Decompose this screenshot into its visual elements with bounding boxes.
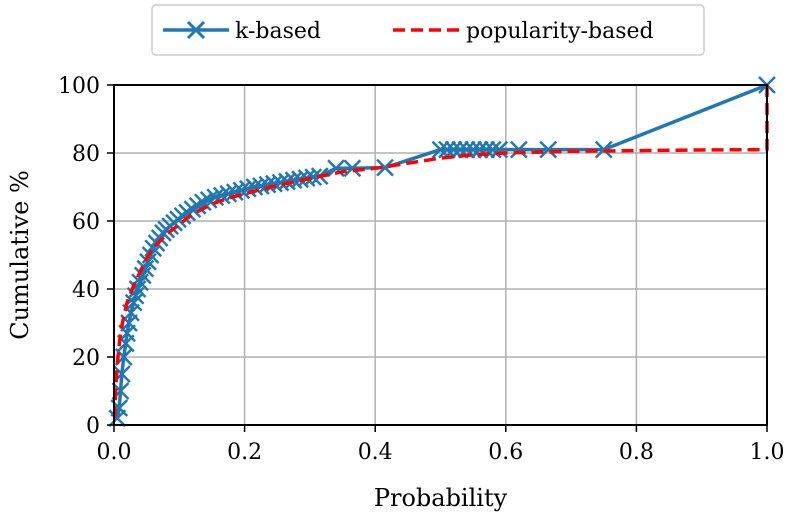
legend-popularity-label: popularity-based bbox=[466, 19, 654, 44]
plot-frame bbox=[113, 84, 768, 426]
marker-stroke bbox=[431, 140, 450, 159]
data-point-marker bbox=[193, 193, 212, 212]
data-point-marker bbox=[490, 140, 509, 159]
data-point-marker bbox=[225, 183, 244, 201]
data-point-marker bbox=[431, 140, 450, 159]
marker-stroke bbox=[206, 188, 225, 207]
data-point-marker bbox=[438, 140, 456, 159]
marker-stroke bbox=[304, 168, 323, 187]
marker-stroke bbox=[539, 140, 558, 159]
x-tick-label: 0.0 bbox=[97, 440, 132, 465]
marker-stroke bbox=[126, 286, 145, 305]
y-tick-label: 80 bbox=[72, 142, 100, 167]
data-point-marker bbox=[376, 158, 394, 177]
series-layer bbox=[108, 76, 776, 428]
data-point-marker bbox=[124, 293, 143, 312]
series-line bbox=[115, 83, 768, 419]
marker-stroke bbox=[238, 179, 257, 198]
y-tick-label: 0 bbox=[86, 414, 100, 439]
marker-stroke bbox=[470, 140, 489, 159]
data-point-marker bbox=[509, 140, 528, 159]
marker-stroke bbox=[438, 140, 456, 159]
data-point-marker bbox=[444, 140, 463, 159]
x-tick-label: 0.8 bbox=[619, 440, 654, 465]
legend-box bbox=[151, 4, 705, 56]
y-tick-label: 20 bbox=[72, 346, 100, 371]
series-popularity-based bbox=[112, 85, 769, 419]
ticks: 0.0 0.2 0.4 0.6 0.8 1.0 0 20 40 60 80 100 bbox=[58, 74, 785, 465]
marker-stroke bbox=[444, 140, 463, 159]
series-line bbox=[112, 85, 769, 419]
data-point-marker bbox=[183, 200, 202, 218]
marker-stroke bbox=[490, 140, 509, 159]
data-point-marker bbox=[343, 159, 362, 178]
y-tick-label: 100 bbox=[58, 74, 100, 99]
marker-stroke bbox=[327, 159, 345, 178]
marker-stroke bbox=[183, 200, 202, 218]
marker-stroke bbox=[451, 140, 469, 159]
data-point-marker bbox=[539, 140, 558, 159]
y-tick-label: 60 bbox=[72, 210, 100, 235]
y-tick-label: 40 bbox=[72, 278, 100, 303]
x-tick-label: 1.0 bbox=[750, 440, 785, 465]
marker-stroke bbox=[376, 158, 394, 177]
y-axis-label: Cumulative % bbox=[6, 170, 34, 340]
marker-stroke bbox=[193, 193, 212, 212]
marker-stroke bbox=[284, 171, 303, 190]
marker-stroke bbox=[343, 159, 362, 178]
x-axis-label: Probability bbox=[374, 484, 508, 512]
legend: k-based popularity-based bbox=[151, 4, 705, 56]
marker-stroke bbox=[122, 303, 140, 322]
marker-stroke bbox=[509, 140, 528, 159]
data-point-marker bbox=[304, 168, 323, 187]
data-point-marker bbox=[188, 196, 207, 215]
data-point-marker bbox=[178, 203, 197, 222]
legend-kbased-label: k-based bbox=[235, 19, 321, 44]
marker-stroke bbox=[271, 173, 290, 192]
x-tick-label: 0.2 bbox=[227, 440, 262, 465]
marker-stroke bbox=[258, 175, 277, 194]
marker-stroke bbox=[225, 183, 244, 201]
marker-stroke bbox=[178, 203, 197, 222]
grid bbox=[113, 84, 768, 426]
marker-stroke bbox=[188, 196, 207, 215]
series-k-based bbox=[108, 76, 776, 428]
x-tick-label: 0.6 bbox=[488, 440, 523, 465]
marker-stroke bbox=[124, 293, 143, 312]
x-tick-label: 0.4 bbox=[358, 440, 393, 465]
legend-kbased-marker bbox=[186, 20, 206, 40]
